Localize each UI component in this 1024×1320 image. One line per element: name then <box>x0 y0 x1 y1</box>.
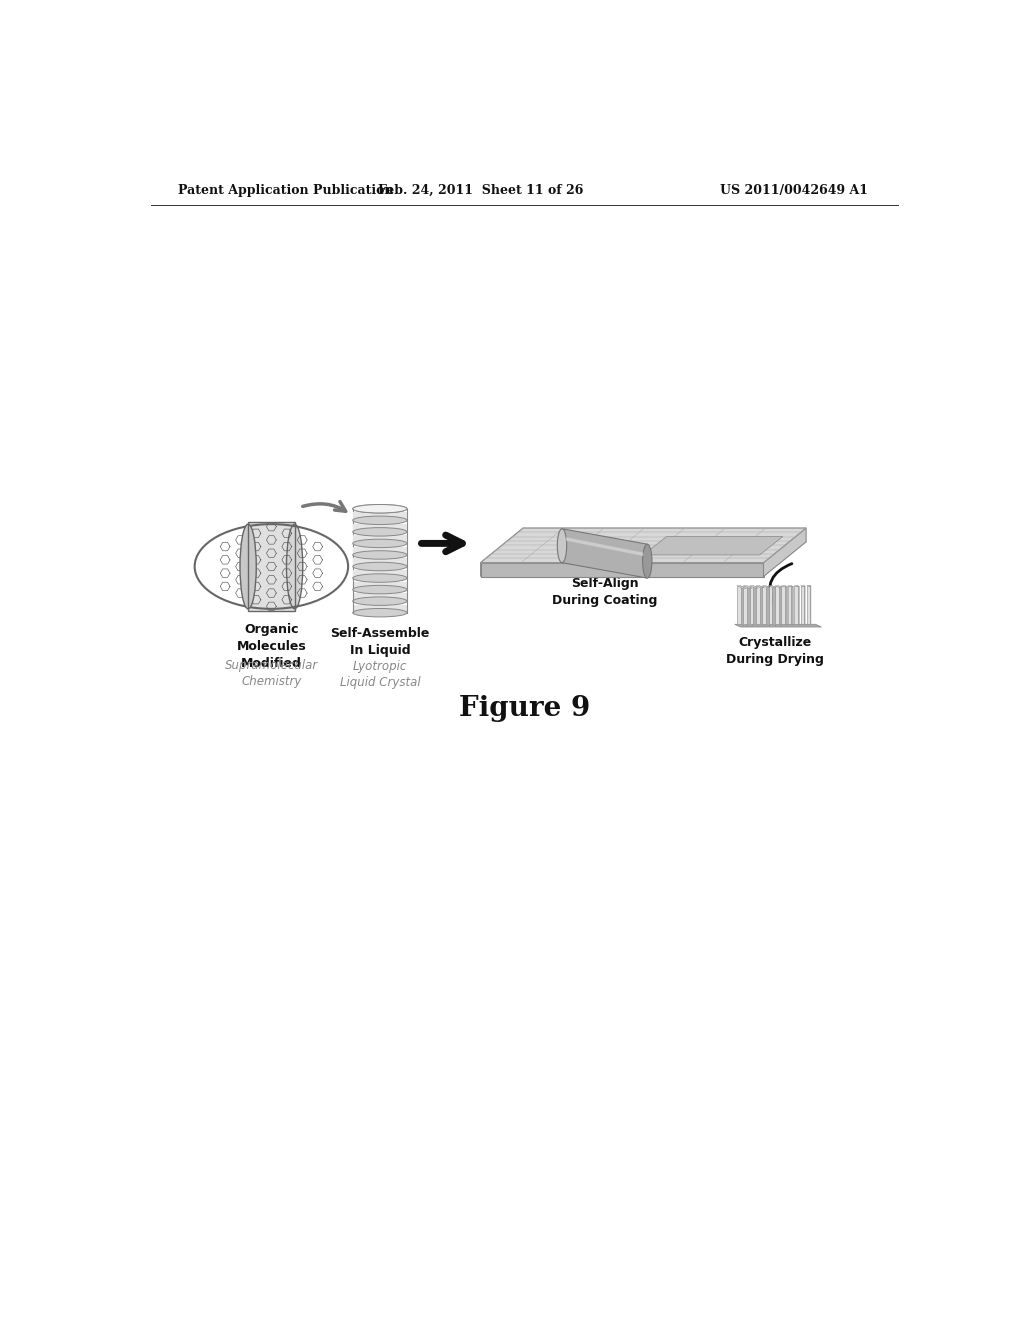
Polygon shape <box>772 586 776 626</box>
Polygon shape <box>754 586 758 627</box>
Polygon shape <box>766 586 770 626</box>
Ellipse shape <box>352 574 407 582</box>
Polygon shape <box>807 586 810 624</box>
Ellipse shape <box>240 524 256 609</box>
Polygon shape <box>795 586 798 624</box>
Polygon shape <box>756 586 764 587</box>
Ellipse shape <box>352 585 407 594</box>
Polygon shape <box>352 593 407 601</box>
Polygon shape <box>352 536 407 544</box>
Polygon shape <box>737 586 746 589</box>
Polygon shape <box>792 586 794 626</box>
Polygon shape <box>746 586 753 627</box>
Text: Crystallize
During Drying: Crystallize During Drying <box>726 636 824 667</box>
Polygon shape <box>352 570 407 578</box>
Polygon shape <box>801 586 804 624</box>
Polygon shape <box>743 586 753 589</box>
Ellipse shape <box>557 529 566 562</box>
Ellipse shape <box>352 528 407 536</box>
Polygon shape <box>785 586 787 626</box>
Ellipse shape <box>352 609 407 616</box>
Ellipse shape <box>352 597 407 606</box>
Ellipse shape <box>352 562 407 570</box>
Polygon shape <box>763 586 766 624</box>
Polygon shape <box>248 521 295 611</box>
Polygon shape <box>740 586 746 627</box>
Polygon shape <box>756 586 760 624</box>
Text: Self-Align
During Coating: Self-Align During Coating <box>552 577 657 606</box>
Polygon shape <box>798 586 799 624</box>
Polygon shape <box>769 586 772 624</box>
Polygon shape <box>775 586 778 624</box>
Text: Figure 9: Figure 9 <box>459 696 591 722</box>
Ellipse shape <box>352 539 407 548</box>
Polygon shape <box>750 586 754 624</box>
Polygon shape <box>781 586 785 624</box>
Polygon shape <box>352 605 407 612</box>
Polygon shape <box>480 562 764 577</box>
Polygon shape <box>737 586 740 624</box>
Text: Organic
Molecules
Modified: Organic Molecules Modified <box>237 623 306 669</box>
Polygon shape <box>480 528 806 562</box>
Polygon shape <box>352 558 407 566</box>
Polygon shape <box>764 528 806 577</box>
Polygon shape <box>763 586 770 587</box>
Polygon shape <box>562 529 647 578</box>
Polygon shape <box>352 582 407 590</box>
Polygon shape <box>760 586 764 626</box>
Polygon shape <box>769 586 776 587</box>
Ellipse shape <box>287 524 303 609</box>
Polygon shape <box>480 528 523 577</box>
Text: Patent Application Publication: Patent Application Publication <box>178 185 394 197</box>
Text: Lyotropic
Liquid Crystal: Lyotropic Liquid Crystal <box>340 660 420 689</box>
Polygon shape <box>352 546 407 554</box>
Ellipse shape <box>643 544 652 578</box>
Polygon shape <box>743 586 746 624</box>
Polygon shape <box>352 512 407 520</box>
Text: Self-Assemble
In Liquid: Self-Assemble In Liquid <box>330 627 429 656</box>
Polygon shape <box>734 624 821 627</box>
Ellipse shape <box>352 504 407 513</box>
Polygon shape <box>775 586 781 587</box>
Polygon shape <box>750 586 758 589</box>
Ellipse shape <box>352 504 407 513</box>
Ellipse shape <box>352 550 407 560</box>
Polygon shape <box>787 586 792 624</box>
Text: Feb. 24, 2011  Sheet 11 of 26: Feb. 24, 2011 Sheet 11 of 26 <box>378 185 584 197</box>
Polygon shape <box>778 586 781 626</box>
Polygon shape <box>643 536 783 554</box>
Text: Supramolecular
Chemistry: Supramolecular Chemistry <box>224 659 318 688</box>
Ellipse shape <box>352 516 407 524</box>
Text: US 2011/0042649 A1: US 2011/0042649 A1 <box>720 185 868 197</box>
Polygon shape <box>566 537 643 556</box>
Polygon shape <box>352 524 407 532</box>
